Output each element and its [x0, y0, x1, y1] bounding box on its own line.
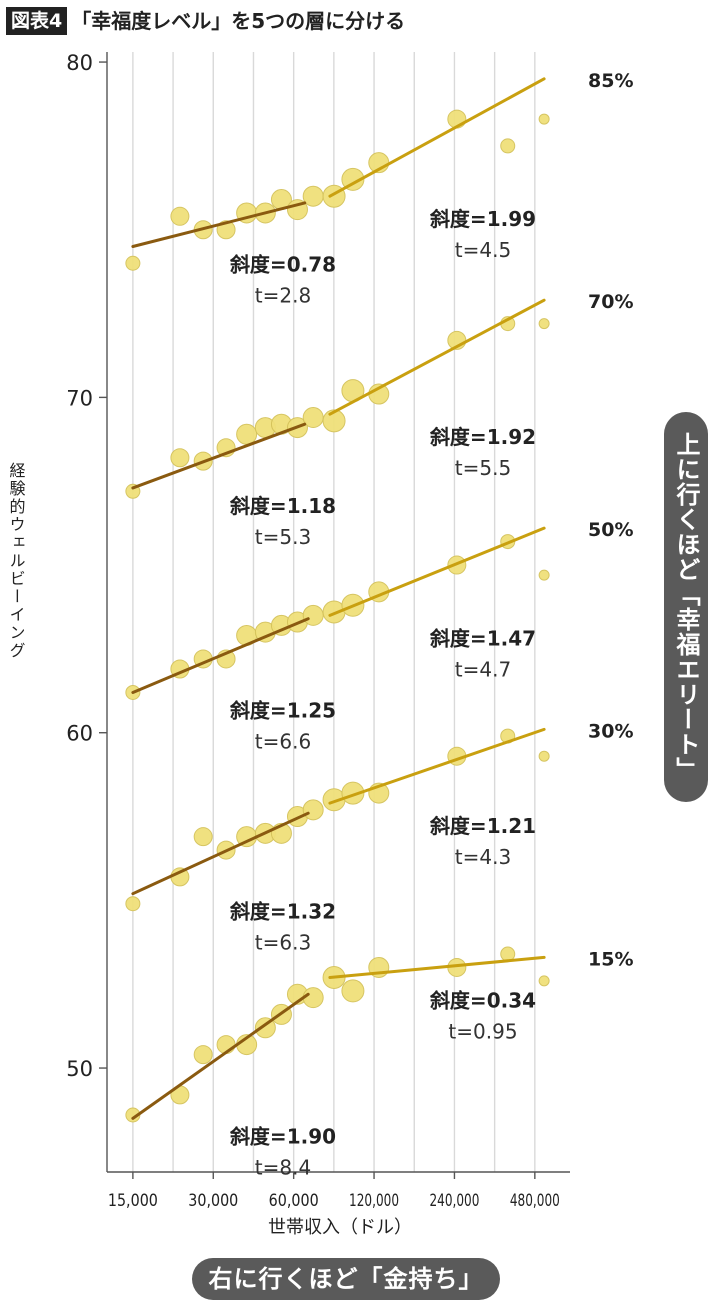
- low-t-label: t=2.8: [255, 283, 311, 307]
- high-income-fit-line: [328, 298, 546, 416]
- x-tick-label: 60,000: [269, 1191, 319, 1211]
- low-income-fit-line: [131, 617, 310, 694]
- data-point: [538, 975, 550, 987]
- data-point: [302, 799, 324, 821]
- low-t-label: t=6.3: [255, 931, 311, 955]
- data-point: [125, 896, 141, 912]
- data-point: [322, 409, 346, 433]
- percentile-label: 70%: [588, 291, 633, 313]
- x-tick-label: 120,000: [349, 1191, 399, 1211]
- data-point: [538, 113, 550, 125]
- high-t-label: t=0.95: [448, 1020, 517, 1044]
- data-point: [125, 255, 141, 271]
- y-axis-title: 経験的ウェルビーイング: [7, 462, 26, 660]
- figure-number-badge: 図表4: [6, 7, 68, 35]
- y-tick-label: 70: [66, 386, 93, 410]
- x-tick-label: 15,000: [108, 1191, 158, 1211]
- right-richer-pill: 右に行くほど「金持ち」: [192, 1258, 500, 1300]
- low-income-fit-line: [131, 201, 307, 248]
- figure-header: 図表4 「幸福度レベル」を5つの層に分ける: [6, 6, 405, 36]
- data-point: [302, 604, 324, 626]
- high-slope-label: 斜度=0.34: [429, 989, 536, 1013]
- high-slope-label: 斜度=1.92: [429, 425, 536, 449]
- percentile-label: 30%: [588, 720, 633, 742]
- high-income-fit-line: [328, 526, 546, 617]
- data-point: [193, 827, 213, 847]
- y-tick-label: 50: [66, 1057, 93, 1081]
- low-slope-label: 斜度=1.32: [229, 900, 336, 924]
- data-point: [170, 448, 190, 468]
- percentile-label: 50%: [588, 519, 633, 541]
- percentile-label: 15%: [588, 948, 633, 970]
- x-axis-title: 世帯収入（ドル）: [268, 1217, 412, 1238]
- data-point: [538, 318, 550, 330]
- data-point: [302, 987, 324, 1009]
- percentile-label: 85%: [588, 70, 633, 92]
- data-point: [193, 1045, 213, 1065]
- data-point: [500, 138, 516, 154]
- x-tick-label: 480,000: [510, 1191, 560, 1211]
- high-slope-label: 斜度=1.21: [429, 814, 536, 838]
- low-t-label: t=6.6: [255, 729, 311, 753]
- high-t-label: t=4.3: [455, 845, 511, 869]
- data-point: [341, 979, 365, 1003]
- x-tick-label: 30,000: [188, 1191, 238, 1211]
- low-slope-label: 斜度=1.18: [229, 494, 336, 518]
- high-income-fit-line: [328, 955, 546, 980]
- low-t-label: t=5.3: [255, 525, 311, 549]
- high-t-label: t=5.5: [455, 456, 511, 480]
- y-tick-label: 60: [66, 722, 93, 746]
- low-slope-label: 斜度=1.90: [229, 1124, 336, 1148]
- low-income-fit-line: [131, 422, 307, 490]
- data-point: [538, 750, 550, 762]
- low-income-fit-line: [131, 992, 310, 1120]
- high-t-label: t=4.5: [455, 238, 511, 262]
- low-t-label: t=8.4: [255, 1155, 311, 1179]
- high-t-label: t=4.7: [455, 657, 511, 681]
- low-slope-label: 斜度=0.78: [229, 252, 336, 276]
- low-income-fit-line: [131, 811, 310, 896]
- data-point: [538, 569, 550, 581]
- data-point: [170, 206, 190, 226]
- low-slope-label: 斜度=1.25: [229, 698, 336, 722]
- high-income-fit-line: [328, 727, 546, 805]
- up-happier-pill: 上に行くほど「幸福エリート」: [664, 412, 708, 802]
- data-point: [236, 423, 258, 445]
- y-tick-label: 80: [66, 51, 93, 75]
- x-tick-label: 240,000: [429, 1191, 479, 1211]
- high-slope-label: 斜度=1.47: [429, 626, 536, 650]
- high-income-fit-line: [328, 77, 546, 198]
- high-slope-label: 斜度=1.99: [429, 207, 536, 231]
- figure-title: 「幸福度レベル」を5つの層に分ける: [71, 9, 406, 33]
